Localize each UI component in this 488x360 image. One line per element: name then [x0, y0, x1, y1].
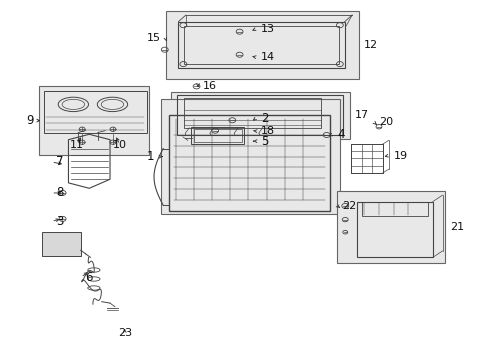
Text: 20: 20 — [378, 117, 392, 127]
Text: 18: 18 — [261, 126, 275, 136]
Bar — [166, 11, 359, 79]
Text: 17: 17 — [354, 110, 368, 120]
Bar — [193, 129, 241, 142]
Text: 23: 23 — [118, 328, 131, 338]
Text: 15: 15 — [146, 33, 160, 43]
Bar — [337, 191, 444, 263]
Bar — [184, 26, 338, 64]
Text: 9: 9 — [26, 114, 33, 127]
Text: 2: 2 — [261, 112, 268, 125]
Text: 12: 12 — [364, 40, 378, 50]
Text: 11: 11 — [70, 140, 84, 150]
Text: 3: 3 — [56, 215, 63, 228]
Text: 10: 10 — [113, 140, 126, 150]
Text: 22: 22 — [342, 201, 356, 211]
Bar — [356, 202, 432, 257]
Bar — [350, 144, 382, 173]
Bar — [168, 115, 329, 211]
Bar — [178, 22, 344, 68]
Bar — [361, 202, 427, 216]
Text: 1: 1 — [147, 150, 154, 163]
Text: 16: 16 — [203, 81, 217, 91]
Bar — [190, 127, 244, 144]
Bar — [161, 99, 339, 214]
Text: 6: 6 — [85, 271, 93, 284]
Text: 8: 8 — [56, 186, 63, 199]
Bar — [41, 232, 81, 256]
Text: 4: 4 — [337, 128, 344, 141]
Text: 7: 7 — [56, 156, 63, 168]
Text: 14: 14 — [261, 52, 275, 62]
Text: 5: 5 — [261, 135, 268, 148]
Bar — [39, 86, 149, 155]
Text: 21: 21 — [449, 222, 463, 232]
Bar — [177, 95, 343, 135]
Text: 19: 19 — [393, 150, 407, 161]
Bar — [184, 98, 321, 128]
Text: 13: 13 — [261, 24, 275, 34]
Bar — [171, 92, 349, 139]
